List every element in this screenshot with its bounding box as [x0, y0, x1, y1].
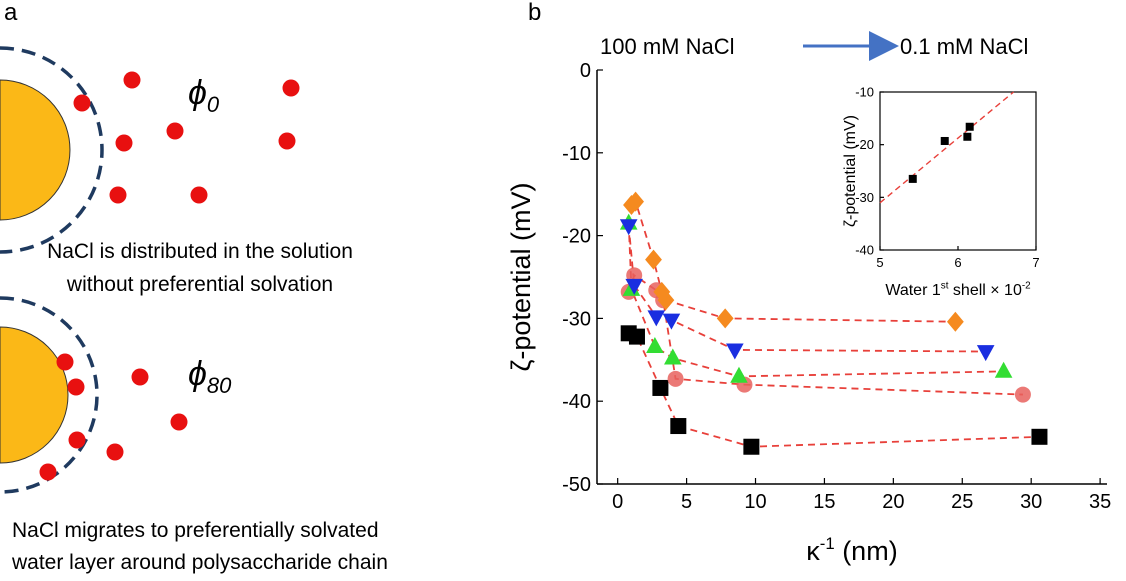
phi-label: ϕ0	[188, 74, 220, 117]
y-tick-label: -30	[855, 190, 874, 205]
marker	[647, 310, 666, 327]
x-label-part: shell × 10	[948, 282, 1021, 299]
marker	[726, 343, 744, 360]
phi-label: ϕ80	[188, 355, 232, 398]
y-tick-label: -50	[562, 474, 591, 496]
x-axis-label: κ-1 (nm)	[806, 534, 897, 566]
y-tick-label: -10	[562, 143, 591, 165]
x-tick-label: 7	[1032, 255, 1039, 270]
marker	[908, 174, 917, 183]
x-tick-label: 0	[612, 491, 623, 513]
x-tick-label: 5	[681, 491, 692, 513]
diagram-bottom: ϕ80 NaCl migrates to preferentially solv…	[0, 296, 388, 574]
marker	[652, 379, 669, 396]
marker	[657, 290, 675, 311]
y-axis-label: ζ-potential (mV)	[506, 183, 536, 372]
x-label-superscript: st	[941, 281, 949, 292]
diagram-top: ϕ0 NaCl is distributed in the solution w…	[0, 46, 353, 296]
y-tick-label: -20	[562, 226, 591, 248]
fit-line	[628, 332, 1040, 448]
x-tick-label: 35	[1089, 491, 1111, 513]
marker	[946, 311, 964, 332]
marker	[743, 438, 760, 455]
y-tick-label: -40	[855, 243, 874, 258]
panel-label: b	[528, 0, 541, 26]
x-tick-label: 30	[1020, 491, 1042, 513]
y-tick-label: -10	[855, 85, 874, 100]
x-tick-label: 25	[951, 491, 973, 513]
marker	[940, 136, 949, 145]
marker	[646, 336, 664, 353]
marker	[1031, 428, 1048, 445]
phi-subscript: 0	[207, 92, 220, 117]
marker	[965, 122, 974, 131]
x-tick-label: 15	[813, 491, 835, 513]
marker	[963, 132, 972, 141]
marker	[716, 308, 734, 329]
x-axis-label: Water 1st shell × 10-2	[885, 281, 1031, 299]
marker	[976, 345, 995, 362]
marker	[994, 361, 1013, 378]
x-tick-label: 6	[954, 255, 961, 270]
fit-line	[879, 91, 1015, 204]
marker	[645, 249, 662, 270]
marker	[670, 418, 687, 435]
marker	[662, 313, 681, 330]
marker	[664, 348, 682, 365]
x-label-superscript: -2	[1022, 281, 1031, 292]
phi-subscript: 80	[207, 373, 232, 398]
x-label-part: (nm)	[835, 536, 898, 566]
panel-label: a	[4, 0, 18, 26]
caption-line: water layer around polysaccharide chain	[11, 551, 388, 574]
x-tick-label: 20	[882, 491, 904, 513]
plot-frame	[879, 91, 1037, 251]
fit-line	[627, 223, 1004, 378]
marker	[625, 278, 644, 295]
phi-symbol: ϕ	[188, 355, 207, 393]
x-label-part: κ	[806, 536, 820, 566]
caption-line: without preferential solvation	[66, 273, 333, 296]
phi-symbol: ϕ	[188, 74, 207, 112]
x-label-superscript: -1	[820, 534, 835, 553]
marker	[667, 370, 684, 387]
y-tick-label: -20	[855, 137, 874, 152]
x-tick-label: 10	[744, 491, 766, 513]
y-tick-label: -30	[562, 308, 591, 330]
marker	[619, 219, 638, 236]
marker	[627, 191, 644, 212]
y-axis-label: ζ-potential (mV)	[842, 115, 859, 227]
x-tick-label: 5	[876, 255, 883, 270]
caption-line: NaCl migrates to preferentially solvated	[12, 519, 379, 542]
y-tick-label: 0	[580, 60, 591, 82]
arrow-from: 100 mM NaCl	[600, 34, 734, 59]
y-tick-label: -40	[562, 391, 591, 413]
caption-line: NaCl is distributed in the solution	[47, 240, 353, 263]
x-label-part: Water 1	[885, 282, 941, 299]
marker	[730, 366, 748, 383]
marker	[1014, 386, 1031, 403]
arrow-to: 0.1 mM NaCl	[900, 34, 1028, 59]
marker	[628, 328, 645, 345]
